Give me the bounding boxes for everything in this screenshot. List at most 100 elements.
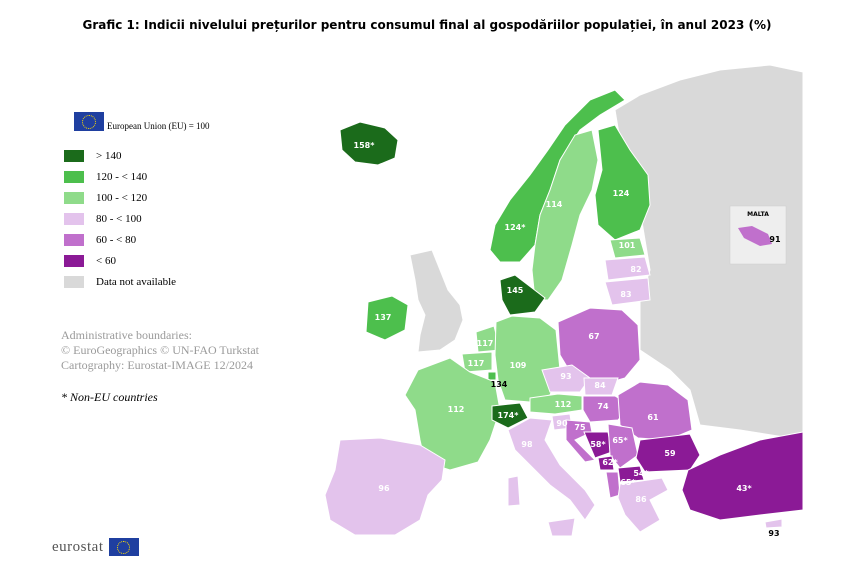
country-austria — [529, 393, 583, 415]
label-turkey: 43* — [736, 484, 752, 493]
country-albania — [605, 471, 621, 499]
label-finland: 124 — [613, 189, 630, 198]
legend-eu-reference: European Union (EU) = 100 — [74, 112, 210, 131]
country-denmark — [499, 274, 546, 316]
label-belgium: 117 — [468, 359, 485, 368]
country-italy-sicily — [547, 517, 576, 537]
legend-item: Data not available — [64, 271, 210, 292]
label-italy: 98 — [521, 440, 533, 449]
label-norway: 124* — [505, 223, 527, 232]
country-switzerland — [491, 402, 529, 429]
label-czechia: 93 — [560, 372, 571, 381]
legend-label: 100 - < 120 — [96, 191, 148, 204]
malta-value: 91 — [769, 235, 781, 244]
label-hungary: 74 — [597, 402, 609, 411]
legend-swatch — [64, 170, 84, 183]
eurostat-logo: eurostat — [52, 538, 140, 556]
country-spain — [324, 437, 446, 536]
notes-line: © EuroGeographics © UN-FAO Turkstat — [61, 343, 259, 357]
country-lithuania — [604, 277, 651, 306]
notes-line: Administrative boundaries: — [61, 328, 192, 342]
country-italy-sardinia — [507, 475, 521, 507]
label-croatia: 75 — [574, 423, 586, 432]
legend-swatch — [64, 254, 84, 267]
country-cyprus — [764, 518, 783, 529]
label-denmark: 145 — [507, 286, 524, 295]
country-sweden — [531, 129, 599, 301]
legend-swatch — [64, 212, 84, 225]
legend-swatch — [64, 191, 84, 204]
chart-title: Grafic 1: Indicii nivelului prețurilor p… — [82, 18, 772, 32]
malta-shape — [738, 226, 772, 246]
eu-flag-icon — [74, 112, 104, 131]
country-montenegro — [597, 455, 615, 471]
country-luxembourg — [487, 371, 497, 381]
legend-item: 80 - < 100 — [64, 208, 210, 229]
brand-text: eurostat — [52, 538, 104, 555]
country-norway — [489, 89, 626, 263]
label-slovenia: 90 — [556, 419, 568, 428]
label-greece: 86 — [635, 495, 647, 504]
legend-item: 100 - < 120 — [64, 187, 210, 208]
legend-swatch — [64, 233, 84, 246]
country-slovakia — [583, 377, 619, 396]
label-estonia: 101 — [619, 241, 636, 250]
legend-item: 60 - < 80 — [64, 229, 210, 250]
label-serbia: 65* — [612, 436, 628, 445]
country-france — [404, 357, 501, 471]
legend-label: > 140 — [96, 149, 122, 162]
label-spain: 96 — [378, 484, 390, 493]
label-france: 112 — [448, 405, 465, 414]
label-netherlands: 117 — [477, 339, 494, 348]
legend-swatch — [64, 275, 84, 288]
country-greece — [617, 477, 669, 533]
label-north-macedonia: 54* — [633, 469, 649, 478]
label-bosnia: 58* — [590, 440, 606, 449]
label-latvia: 82 — [630, 265, 641, 274]
non-eu-note: * Non-EU countries — [61, 390, 158, 404]
legend-label: Data not available — [96, 275, 177, 288]
label-austria: 112 — [555, 400, 572, 409]
label-poland: 67 — [588, 332, 599, 341]
eu-flag-icon — [109, 538, 140, 556]
label-germany: 109 — [510, 361, 527, 370]
country-croatia — [565, 419, 597, 463]
label-cyprus: 93 — [768, 529, 779, 538]
country-turkey — [681, 431, 804, 521]
legend-label: 120 - < 140 — [96, 170, 148, 183]
country-iceland — [339, 121, 399, 166]
country-north-macedonia — [617, 465, 645, 483]
label-sweden: 114 — [546, 200, 563, 209]
region-no-data-uk — [409, 249, 464, 353]
legend-label: 60 - < 80 — [96, 233, 137, 246]
country-italy — [507, 417, 596, 521]
legend-item: 120 - < 140 — [64, 166, 210, 187]
country-ireland — [365, 295, 409, 341]
label-montenegro: 62* — [602, 458, 618, 467]
label-albania: 65* — [620, 478, 636, 487]
country-poland — [557, 307, 641, 386]
country-serbia — [607, 423, 639, 469]
label-switzerland: 174* — [498, 411, 520, 420]
legend-label: 80 - < 100 — [96, 212, 142, 225]
legend: European Union (EU) = 100 > 140 120 - < … — [64, 112, 210, 292]
label-bulgaria: 59 — [664, 449, 676, 458]
label-slovakia: 84 — [594, 381, 606, 390]
legend-item: < 60 — [64, 250, 210, 271]
label-romania: 61 — [647, 413, 659, 422]
legend-swatch — [64, 149, 84, 162]
label-luxembourg: 134 — [491, 380, 508, 389]
label-ireland: 137 — [375, 313, 392, 322]
label-lithuania: 83 — [620, 290, 631, 299]
country-latvia — [604, 256, 651, 281]
country-belgium — [461, 351, 493, 373]
notes-line: Cartography: Eurostat-IMAGE 12/2024 — [61, 358, 253, 372]
country-finland — [594, 124, 651, 241]
legend-eu-label: European Union (EU) = 100 — [107, 121, 210, 131]
malta-inset-title: MALTA — [747, 211, 769, 218]
source-notes: Administrative boundaries: © EuroGeograp… — [61, 328, 259, 373]
label-iceland: 158* — [354, 141, 376, 150]
country-estonia — [609, 237, 646, 259]
legend-label: < 60 — [96, 254, 116, 267]
